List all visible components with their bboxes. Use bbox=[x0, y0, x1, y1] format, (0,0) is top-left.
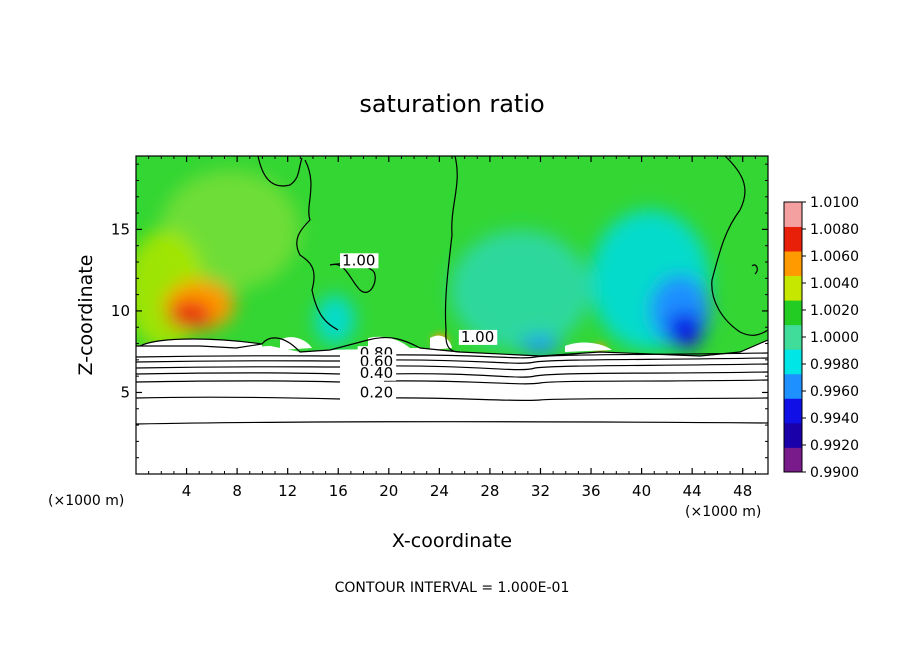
plot-area: 1.001.000.800.600.400.20 bbox=[136, 156, 768, 474]
contour-label-bg bbox=[458, 329, 498, 345]
x-tick-label: 4 bbox=[182, 482, 192, 500]
colorbar-swatch bbox=[784, 324, 802, 350]
x-unit-right: (×1000 m) bbox=[685, 504, 761, 520]
x-tick-label: 8 bbox=[232, 482, 242, 500]
x-tick-label: 20 bbox=[379, 482, 398, 500]
colorbar-swatch bbox=[784, 300, 802, 326]
x-axis: 4 8 12 16 20 24 28 32 36 40 44 48 bbox=[148, 156, 756, 500]
colorbar-label: 0.9900 bbox=[810, 465, 859, 481]
x-axis-label: X-coordinate bbox=[392, 530, 512, 552]
y-axis: 5 10 15 bbox=[111, 163, 768, 459]
x-tick-label: 24 bbox=[430, 482, 449, 500]
colorbar-swatch bbox=[784, 447, 802, 473]
contour-label-bg bbox=[340, 253, 379, 269]
x-tick-label: 28 bbox=[480, 482, 499, 500]
contour-label: 0.40 bbox=[360, 364, 393, 382]
colorbar-label: 1.0100 bbox=[810, 195, 859, 211]
colorbar-label: 0.9960 bbox=[810, 384, 859, 400]
contour-label: 1.00 bbox=[461, 328, 494, 346]
contour-label-bg bbox=[357, 354, 397, 370]
colorbar-swatch bbox=[784, 226, 802, 252]
x-tick-label: 44 bbox=[683, 482, 702, 500]
colorbar-swatch bbox=[784, 251, 802, 277]
colorbar-label: 1.0020 bbox=[810, 303, 859, 319]
colorbar-swatch bbox=[784, 398, 802, 424]
colorbar-label: 0.9940 bbox=[810, 411, 859, 427]
x-tick-label: 36 bbox=[581, 482, 600, 500]
x-tick-label: 32 bbox=[531, 482, 550, 500]
colorbar-swatch bbox=[784, 349, 802, 375]
x-unit-left: (×1000 m) bbox=[48, 493, 124, 509]
colorbar-swatch bbox=[784, 422, 802, 448]
y-tick-label: 10 bbox=[111, 302, 130, 320]
contour-label: 1.00 bbox=[342, 251, 375, 269]
x-tick-label: 12 bbox=[278, 482, 297, 500]
x-tick-label: 48 bbox=[733, 482, 752, 500]
colorbar-label: 1.0060 bbox=[810, 249, 859, 265]
colorbar-swatch bbox=[784, 275, 802, 301]
x-tick-label: 16 bbox=[329, 482, 348, 500]
contour-label-bg bbox=[357, 385, 397, 401]
colorbar-swatch bbox=[784, 373, 802, 399]
y-tick-label: 15 bbox=[111, 220, 130, 238]
colorbar-label: 1.0000 bbox=[810, 330, 859, 346]
y-tick-label: 5 bbox=[120, 383, 130, 401]
contour-labels: 1.001.000.800.600.400.20 bbox=[340, 251, 498, 401]
colorbar-label: 1.0040 bbox=[810, 276, 859, 292]
colorbar-label: 1.0080 bbox=[810, 222, 859, 238]
colorbar: 1.0100 1.0080 1.0060 1.0040 1.0020 1.0000 0.99… bbox=[783, 195, 859, 481]
footer-note: CONTOUR INTERVAL = 1.000E-01 bbox=[335, 580, 570, 596]
x-tick-label: 40 bbox=[632, 482, 651, 500]
contour-label: 0.20 bbox=[360, 383, 393, 401]
colorbar-label: 0.9980 bbox=[810, 357, 859, 373]
y-axis-label: Z-coordinate bbox=[75, 255, 97, 376]
contour-label-bg bbox=[357, 365, 397, 381]
colorbar-swatch bbox=[784, 202, 802, 227]
colorbar-label: 0.9920 bbox=[810, 438, 859, 454]
chart-title: saturation ratio bbox=[359, 90, 544, 118]
